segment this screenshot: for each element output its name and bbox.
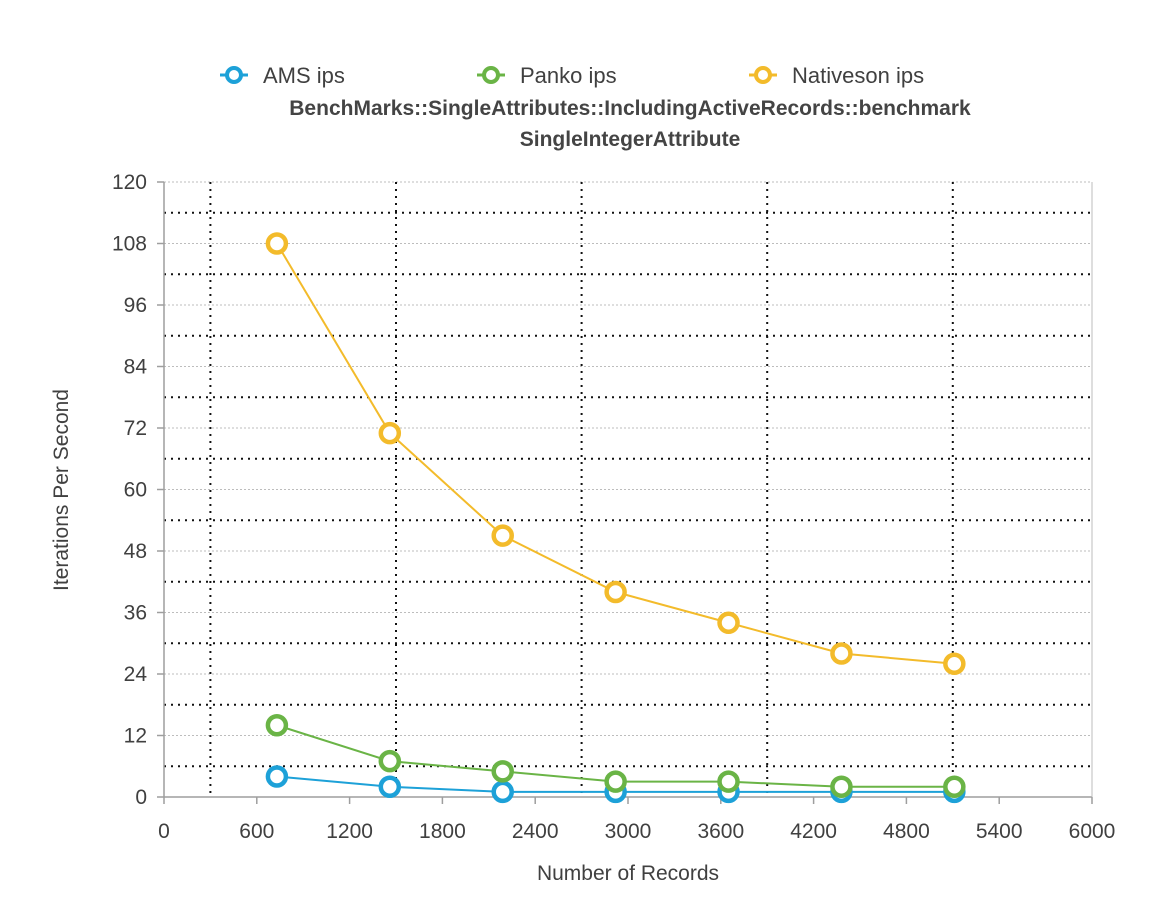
data-point bbox=[491, 524, 514, 547]
legend: AMS ips Panko ips Nativeson ips bbox=[220, 63, 924, 88]
data-point bbox=[265, 765, 289, 788]
legend-marker bbox=[754, 66, 772, 84]
data-point bbox=[717, 611, 740, 634]
grid bbox=[164, 181, 1092, 797]
x-tick-label: 3600 bbox=[697, 820, 744, 843]
y-tick-label: 12 bbox=[124, 725, 147, 748]
data-point bbox=[491, 780, 514, 804]
y-tick-label: 24 bbox=[124, 663, 148, 686]
data-point bbox=[604, 580, 627, 604]
x-axis-ticks: 0 600 1200 1800 2400 3000 3600 4200 4800 5400 6000 bbox=[158, 797, 1115, 843]
data-point bbox=[378, 421, 402, 445]
y-tick-label: 120 bbox=[112, 171, 147, 194]
data-point bbox=[604, 770, 627, 793]
y-tick-label: 36 bbox=[124, 602, 147, 625]
data-point bbox=[378, 749, 402, 773]
y-tick-label: 84 bbox=[124, 356, 148, 379]
legend-label: Panko ips bbox=[520, 63, 617, 88]
x-tick-label: 600 bbox=[239, 820, 274, 843]
x-tick-label: 0 bbox=[158, 820, 170, 843]
legend-marker bbox=[482, 66, 500, 84]
x-tick-label: 5400 bbox=[976, 820, 1023, 843]
x-tick-label: 6000 bbox=[1069, 820, 1116, 843]
x-axis-label: Number of Records bbox=[537, 862, 719, 885]
y-tick-label: 72 bbox=[124, 417, 147, 440]
x-tick-label: 3000 bbox=[605, 820, 652, 843]
y-axis-ticks: 0 12 24 36 48 60 72 84 96 108 120 bbox=[112, 171, 164, 809]
data-point bbox=[943, 652, 966, 675]
x-tick-label: 2400 bbox=[512, 820, 559, 843]
data-point bbox=[265, 232, 289, 255]
data-point bbox=[943, 775, 966, 798]
data-point bbox=[378, 775, 402, 798]
x-tick-label: 4200 bbox=[790, 820, 837, 843]
x-tick-label: 1200 bbox=[326, 820, 373, 843]
x-tick-label: 1800 bbox=[419, 820, 466, 843]
series-group bbox=[265, 232, 966, 804]
data-point bbox=[830, 642, 853, 665]
y-axis-label: Iterations Per Second bbox=[50, 389, 73, 591]
legend-label: Nativeson ips bbox=[792, 63, 924, 88]
legend-marker bbox=[225, 66, 243, 84]
data-point bbox=[717, 770, 740, 793]
x-tick-label: 4800 bbox=[883, 820, 930, 843]
data-point bbox=[830, 775, 853, 798]
y-tick-label: 48 bbox=[124, 540, 147, 563]
data-point bbox=[491, 760, 514, 783]
y-tick-label: 96 bbox=[124, 294, 147, 317]
y-tick-label: 60 bbox=[124, 479, 147, 502]
y-tick-label: 108 bbox=[112, 233, 147, 256]
chart-subtitle: SingleIntegerAttribute bbox=[520, 128, 741, 151]
y-tick-label: 0 bbox=[135, 786, 147, 809]
legend-label: AMS ips bbox=[263, 63, 345, 88]
chart-title: BenchMarks::SingleAttributes::IncludingA… bbox=[289, 97, 971, 120]
data-point bbox=[265, 714, 289, 737]
